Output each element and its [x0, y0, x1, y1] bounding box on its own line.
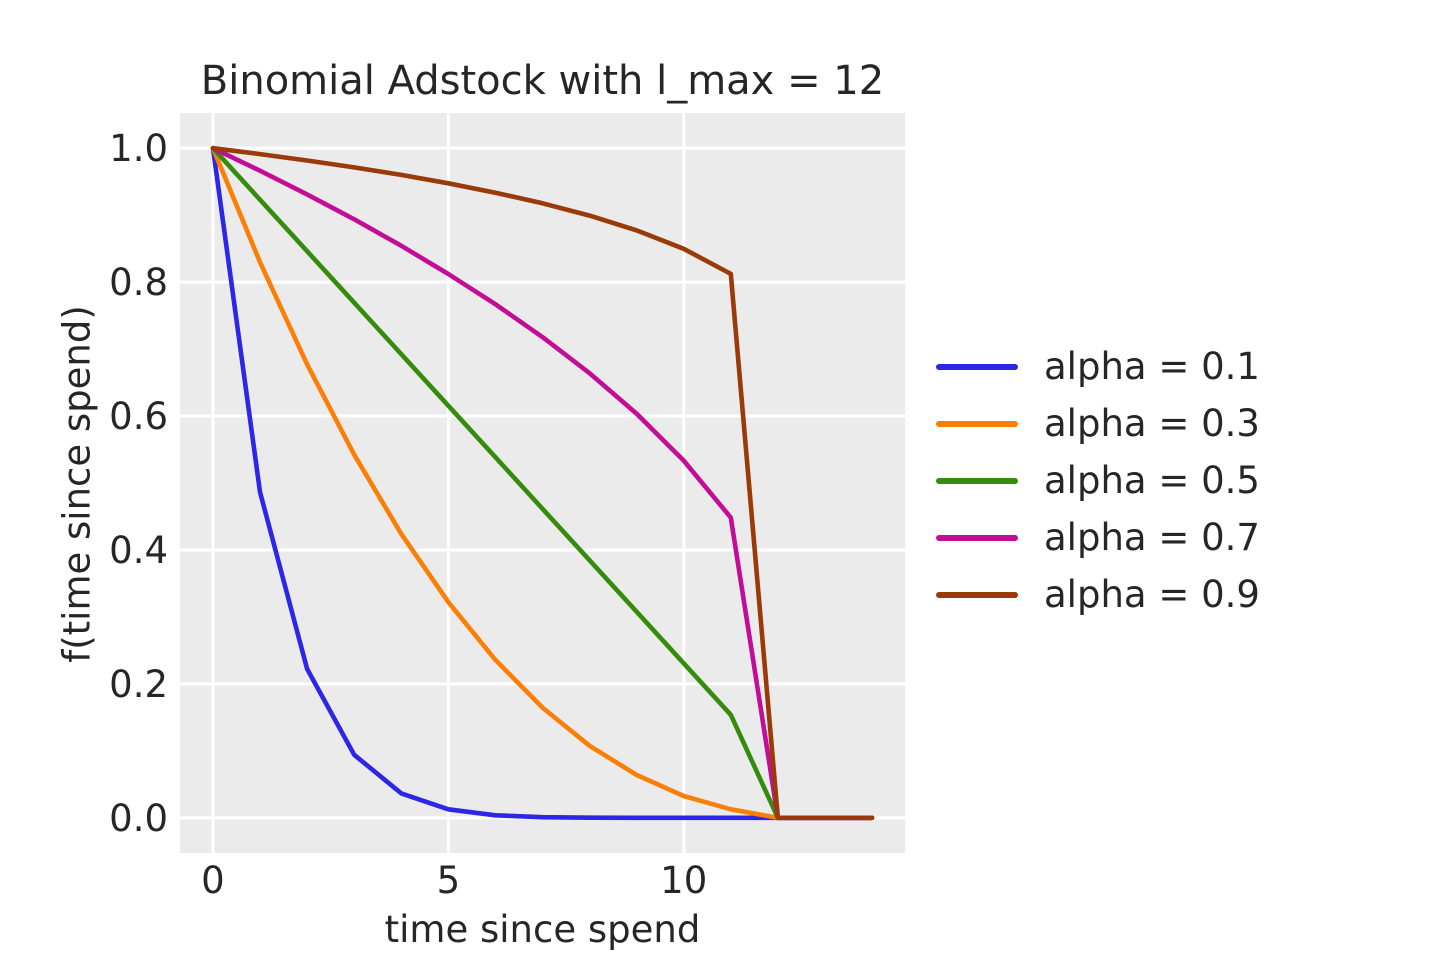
x-tick-label: 5 [436, 859, 461, 902]
legend-item: alpha = 0.7 [936, 509, 1260, 566]
legend-label: alpha = 0.1 [1044, 345, 1260, 388]
legend-label: alpha = 0.9 [1044, 573, 1260, 616]
y-axis-label: f(time since spend) [55, 305, 99, 663]
x-tick-label: 0 [201, 859, 225, 902]
legend-label: alpha = 0.7 [1044, 516, 1260, 559]
legend-line-swatch [936, 534, 1018, 541]
legend-item: alpha = 0.5 [936, 452, 1260, 509]
series-line [210, 145, 875, 821]
series-line [210, 145, 875, 821]
x-tick-label: 10 [660, 859, 708, 902]
axes-background [180, 113, 905, 853]
legend-line-swatch [936, 363, 1018, 370]
legend-line-swatch [936, 420, 1018, 427]
legend-item: alpha = 0.9 [936, 566, 1260, 623]
y-tick-label: 1.0 [109, 127, 168, 171]
series-line [210, 145, 875, 821]
y-tick-label: 0.4 [109, 528, 168, 572]
legend-item: alpha = 0.3 [936, 395, 1260, 452]
legend-label: alpha = 0.3 [1044, 402, 1260, 445]
legend: alpha = 0.1 alpha = 0.3 alpha = 0.5 alph… [936, 338, 1260, 623]
legend-line-swatch [936, 591, 1018, 598]
y-tick-label: 0.2 [109, 662, 168, 706]
legend-item: alpha = 0.1 [936, 338, 1260, 395]
series-line [210, 145, 875, 821]
y-tick-label: 0.0 [109, 796, 168, 840]
legend-label: alpha = 0.5 [1044, 459, 1260, 502]
series-line [210, 145, 875, 821]
x-axis-label: time since spend [384, 908, 701, 951]
y-tick-label: 0.6 [109, 395, 168, 439]
legend-line-swatch [936, 477, 1018, 484]
y-tick-label: 0.8 [109, 261, 168, 305]
chart-title: Binomial Adstock with l_max = 12 [200, 58, 885, 104]
